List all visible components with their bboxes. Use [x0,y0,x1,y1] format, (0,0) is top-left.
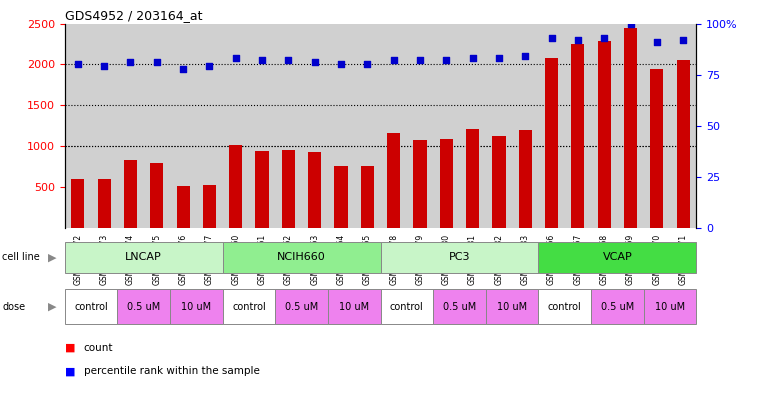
Bar [65,289,117,324]
Text: ▶: ▶ [48,252,56,263]
Text: percentile rank within the sample: percentile rank within the sample [84,366,260,376]
Bar [492,136,505,228]
Bar [624,28,637,228]
Bar [466,129,479,228]
Bar [117,289,170,324]
Bar [650,69,664,228]
Bar [256,151,269,228]
Bar [519,130,532,228]
Bar [275,289,328,324]
Point [72,61,84,68]
Bar [440,139,453,228]
Bar [539,289,591,324]
Text: 10 uM: 10 uM [181,301,212,312]
Text: 10 uM: 10 uM [497,301,527,312]
Point [519,53,531,59]
Bar [413,140,427,228]
Bar [170,289,223,324]
Bar [177,186,189,228]
Text: VCAP: VCAP [603,252,632,263]
Point [177,65,189,72]
Text: 0.5 uM: 0.5 uM [443,301,476,312]
Point [625,20,637,27]
Text: control: control [232,301,266,312]
Bar [328,289,380,324]
Text: ■: ■ [65,366,75,376]
Text: 0.5 uM: 0.5 uM [285,301,318,312]
Point [440,57,452,64]
Bar [124,160,137,228]
Bar [65,24,696,228]
Bar [433,289,486,324]
Bar [380,242,539,273]
Point [466,55,479,61]
Point [98,63,110,70]
Point [151,59,163,66]
Bar [677,60,689,228]
Text: 0.5 uM: 0.5 uM [127,301,161,312]
Point [335,61,347,68]
Bar [65,242,223,273]
Text: PC3: PC3 [449,252,470,263]
Bar [539,242,696,273]
Text: count: count [84,343,113,353]
Point [598,35,610,41]
Bar [597,41,611,228]
Point [124,59,136,66]
Text: control: control [74,301,108,312]
Bar [203,185,216,228]
Point [546,35,558,41]
Text: control: control [548,301,581,312]
Point [651,39,663,45]
Text: 10 uM: 10 uM [655,301,685,312]
Bar [572,44,584,228]
Point [361,61,374,68]
Point [282,57,295,64]
Text: 0.5 uM: 0.5 uM [600,301,634,312]
Bar [486,289,539,324]
Point [414,57,426,64]
Text: NCIH660: NCIH660 [277,252,326,263]
Bar [361,166,374,228]
Text: cell line: cell line [2,252,40,263]
Point [230,55,242,61]
Text: 10 uM: 10 uM [339,301,369,312]
Text: LNCAP: LNCAP [126,252,162,263]
Bar [387,133,400,228]
Point [203,63,215,70]
Point [309,59,321,66]
Bar [223,289,275,324]
Bar [282,150,295,228]
Point [387,57,400,64]
Point [677,37,689,43]
Point [493,55,505,61]
Bar [308,152,321,228]
Bar [380,289,433,324]
Point [256,57,268,64]
Bar [334,166,348,228]
Point [572,37,584,43]
Text: dose: dose [2,301,25,312]
Bar [223,242,380,273]
Text: control: control [390,301,424,312]
Bar [72,179,84,228]
Text: ▶: ▶ [48,301,56,312]
Bar [545,58,558,228]
Bar [150,163,164,228]
Text: GDS4952 / 203164_at: GDS4952 / 203164_at [65,9,202,22]
Bar [644,289,696,324]
Bar [97,179,111,228]
Bar [229,145,242,228]
Text: ■: ■ [65,343,75,353]
Bar [591,289,644,324]
